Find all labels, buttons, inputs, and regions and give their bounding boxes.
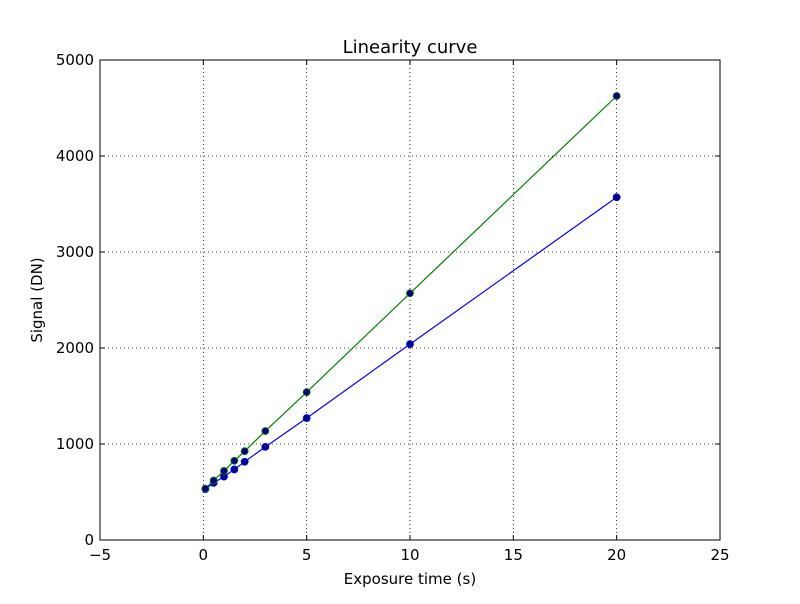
data-point [209, 476, 218, 485]
data-point [612, 92, 621, 100]
data-point [230, 456, 239, 465]
data-point [406, 289, 414, 298]
x-tick-label: 10 [400, 546, 419, 564]
data-point [261, 427, 270, 435]
data-point [302, 414, 311, 422]
y-tick-label: 0 [84, 531, 94, 549]
x-tick-label: −5 [89, 546, 111, 564]
data-point [240, 447, 249, 456]
data-point [261, 442, 270, 451]
data-point [240, 457, 249, 466]
x-tick-label: 25 [710, 546, 729, 564]
data-point [302, 388, 311, 397]
y-tick-label: 4000 [56, 147, 94, 165]
x-tick-label: 15 [504, 546, 523, 564]
y-tick-label: 1000 [56, 435, 94, 453]
y-tick-label: 2000 [56, 339, 94, 357]
y-tick-label: 3000 [56, 243, 94, 261]
y-tick-label: 5000 [56, 51, 94, 69]
data-point [406, 340, 414, 349]
series-1 [201, 193, 621, 494]
x-tick-label: 5 [302, 546, 312, 564]
data-point [201, 484, 210, 493]
x-axis-label: Exposure time (s) [344, 570, 476, 588]
x-tick-label: 20 [607, 546, 626, 564]
data-point [612, 193, 621, 202]
x-tick-label: 0 [199, 546, 209, 564]
series-2 [201, 92, 621, 493]
data-point [220, 466, 228, 475]
grid [99, 59, 721, 541]
series-layer [201, 92, 621, 494]
y-axis-label: Signal (DN) [28, 257, 46, 342]
data-point [230, 465, 239, 474]
chart-title: Linearity curve [343, 37, 478, 58]
